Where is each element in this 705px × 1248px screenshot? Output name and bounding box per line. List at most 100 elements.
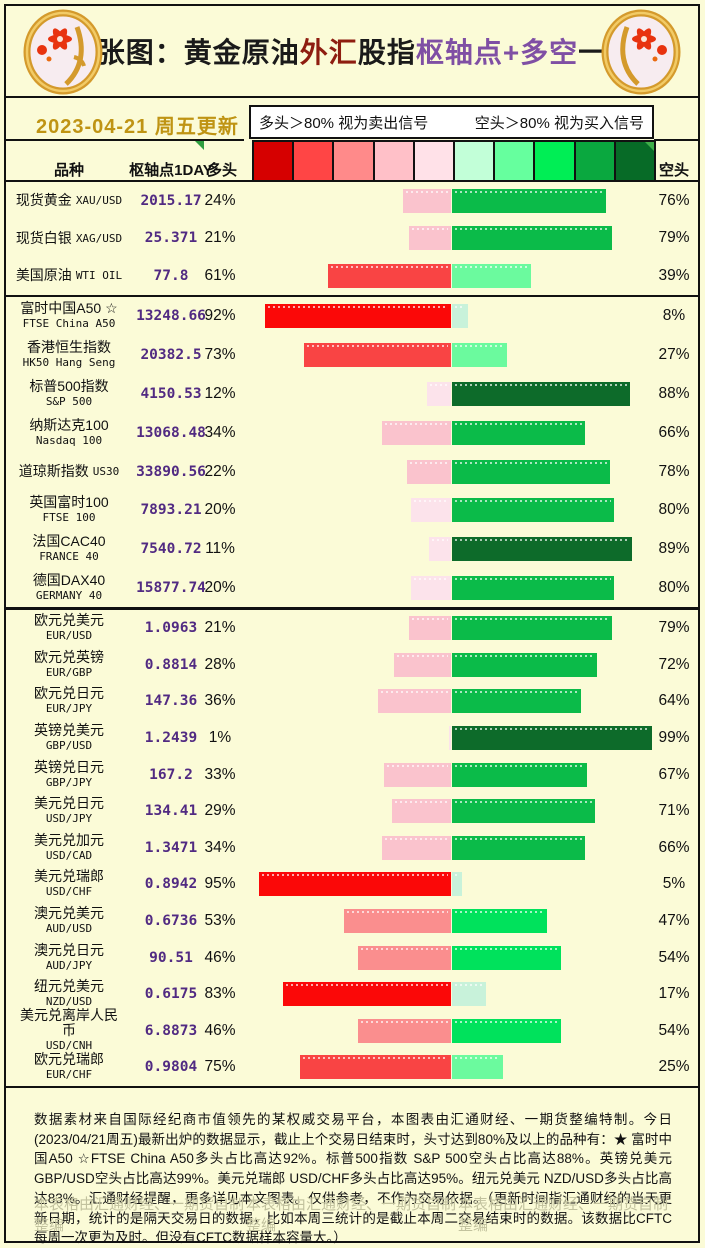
long-bar [358,1018,451,1043]
pivot-value: 0.9804 [144,1059,198,1076]
instrument-name: 现货黄金 XAU/USD [14,182,124,220]
long-percent: 22% [204,462,236,480]
instrument-name-cn: 美国原油 [15,267,72,284]
scale-swatch [294,142,333,180]
instrument-name-cn: 欧元兑日元 [34,685,104,702]
table-row: 法国CAC40 FRANCE 40 7540.72 11% 89% [6,530,698,569]
instrument-name: 美元兑加元 USD/CAD [14,829,124,866]
pivot-value: 147.36 [144,693,198,710]
short-percent: 25% [658,1058,690,1076]
instrument-name-cn: 欧元兑英镑 [34,648,104,665]
short-bar [452,459,610,484]
long-percent: 36% [204,692,236,710]
outer-frame: 一张图：黄金原油外汇股指枢轴点+多空一览 2023-04-21 周五更新 多头＞… [4,4,700,1245]
instrument-name-en: USD/JPY [45,812,93,826]
long-percent: 11% [205,540,235,558]
long-bar [406,459,451,484]
long-bar [283,982,451,1007]
table-row: 欧元兑英镑 EUR/GBP 0.8814 28% 72% [6,646,698,683]
instrument-name-en: US30 [92,465,120,479]
instrument-name-en: GERMANY 40 [35,588,103,602]
diverging-bar [248,498,654,523]
instrument-name: 现货白银 XAG/USD [14,220,124,258]
instrument-name-cn: 法国CAC40 [32,533,106,550]
table-row: 英镑兑日元 GBP/JPY 167.2 33% 67% [6,756,698,793]
table-row: 欧元兑美元 EUR/USD 1.0963 21% 79% [6,610,698,647]
diverging-bar [248,459,654,484]
pivot-value: 7893.21 [140,502,202,519]
title-segment: 一张图：黄金原油 [67,37,300,68]
title-segment: 股指 [357,37,416,68]
long-percent: 95% [204,875,236,893]
short-bar [452,616,612,641]
table-group-forex: 欧元兑美元 EUR/USD 1.0963 21% 79% 欧元兑英镑 EUR/GBP 0.88… [6,610,698,1086]
short-bar [452,537,632,562]
diverging-bar [248,908,654,933]
scale-swatch [575,142,614,180]
long-bar [426,381,451,406]
legend-short-rule: 空头＞80% 视为买入信号 [474,114,644,132]
diverging-bar [248,188,654,213]
short-percent: 80% [658,578,690,596]
short-percent: 80% [658,501,690,519]
instrument-name-cn: 美元兑离岸人民币 [20,1007,118,1039]
scale-swatch [334,142,373,180]
pivot-value: 0.8942 [144,876,198,893]
diverging-bar [248,689,654,714]
pivot-value: 2015.17 [140,192,202,209]
watermark: 本表格由汇通财经、一期货自制整编 [458,1196,669,1234]
long-percent: 21% [204,619,236,637]
instrument-name: 英国富时100 FTSE 100 [14,491,124,530]
short-bar [452,381,630,406]
short-bar [452,304,469,329]
short-percent: 78% [658,462,690,480]
short-bar [452,652,598,677]
instrument-name-cn: 欧元兑瑞郎 [34,1051,104,1068]
instrument-name-en: USD/CAD [45,848,93,862]
pivot-value: 1.2439 [144,729,198,746]
pivot-value: 1.0963 [144,620,198,637]
column-header-short: 空头 [658,161,689,179]
short-bar [452,420,586,445]
table-row: 澳元兑日元 AUD/JPY 90.51 46% 54% [6,939,698,976]
long-bar [410,575,451,600]
instrument-name-en: WTI OIL [75,269,123,283]
long-percent: 1% [208,728,232,746]
instrument-name: 富时中国A50 ☆ FTSE China A50 [14,297,124,336]
diverging-bar [248,652,654,677]
decorative-medallion-right [600,9,682,95]
instrument-name-cn: 英国富时100 [29,494,109,511]
short-bar [452,908,547,933]
instrument-name: 澳元兑日元 AUD/JPY [14,939,124,976]
pivot-value: 15877.74 [136,579,206,596]
instrument-name: 德国DAX40 GERMANY 40 [14,569,124,608]
long-percent: 33% [204,765,236,783]
long-bar [408,616,451,641]
instrument-name: 欧元兑日元 EUR/JPY [14,683,124,720]
pivot-value: 0.6736 [144,912,198,929]
short-percent: 79% [658,229,690,247]
long-percent: 46% [204,948,236,966]
instrument-name: 欧元兑瑞郎 EUR/CHF [14,1049,124,1086]
long-percent: 20% [204,501,236,519]
diverging-bar [248,945,654,970]
legend-long-rule: 多头＞80% 视为卖出信号 [259,114,429,132]
instrument-name-cn: 现货白银 [15,229,72,246]
pivot-value: 25.371 [144,230,198,247]
instrument-name-cn: 美元兑日元 [34,795,104,812]
flower-icon [48,28,72,50]
diverging-bar [248,304,654,329]
short-percent: 88% [658,384,690,402]
diverging-bar [248,381,654,406]
short-percent: 54% [658,1021,690,1039]
short-bar [452,1055,503,1080]
long-percent: 34% [204,423,236,441]
instrument-name-cn: 香港恒生指数 [27,339,111,356]
short-percent: 5% [662,875,686,893]
instrument-name-cn: 英镑兑日元 [34,758,104,775]
table-row: 现货黄金 XAU/USD 2015.17 24% 76% [6,182,698,220]
instrument-name-cn: 道琼斯指数 [18,463,89,480]
instrument-name: 欧元兑美元 EUR/USD [14,610,124,647]
long-percent: 61% [204,266,236,284]
